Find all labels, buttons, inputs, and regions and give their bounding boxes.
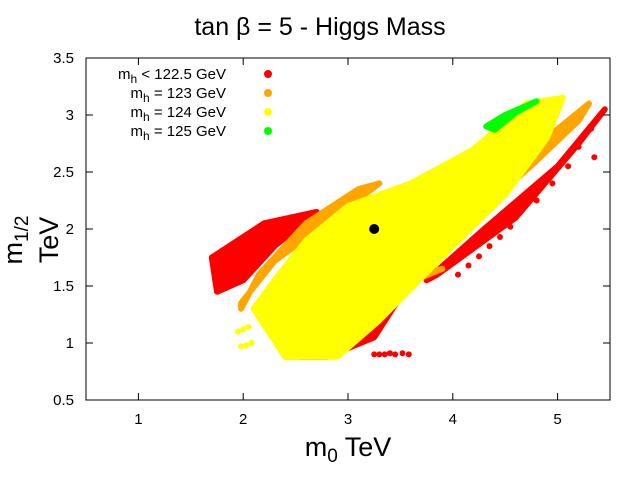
scatter-point: [381, 351, 388, 358]
x-axis-label: m0 TeV: [0, 432, 640, 468]
y-axis-label-main: m: [0, 241, 28, 265]
x-axis-label-main: m: [304, 432, 328, 462]
x-axis-label-unit: TeV: [337, 432, 392, 462]
series-layer: [208, 94, 608, 360]
legend-text: = 123 GeV: [149, 85, 226, 102]
series-3: [483, 98, 540, 133]
x-axis-label-sub: 0: [327, 446, 338, 467]
scatter-point: [376, 351, 383, 358]
scatter-point: [588, 125, 595, 132]
y-axis-label: m1/2 TeV: [0, 200, 65, 280]
axis-ticks: 1 2 3 4 5 0.5 1 1.5 2 2.5 3 3.5: [53, 50, 610, 428]
scatter-point: [405, 351, 412, 358]
scatter-point: [371, 351, 378, 358]
y-tick-label: 3.5: [53, 50, 74, 67]
scatter-point: [248, 340, 255, 346]
y-tick-label: 3: [66, 107, 74, 124]
y-tick-label: 2.5: [53, 164, 74, 181]
legend-prefix: m: [130, 123, 144, 140]
legend-marker: [264, 89, 272, 97]
scatter-point: [245, 324, 252, 330]
legend-sub: h: [143, 91, 150, 105]
y-tick-label: 1.5: [53, 278, 74, 295]
legend-entry: mh = 123 GeV: [98, 85, 278, 105]
legend-marker: [264, 127, 272, 135]
x-tick-label: 4: [449, 411, 457, 428]
legend-sub: h: [130, 72, 138, 86]
series-2: [235, 94, 566, 360]
scatter-point: [533, 197, 540, 204]
scatter-point: [549, 180, 556, 187]
scatter-point: [243, 342, 250, 349]
legend-entry: mh = 124 GeV: [98, 104, 278, 124]
scatter-point: [238, 343, 245, 350]
y-tick-label: 0.5: [53, 392, 74, 409]
scatter-point: [455, 271, 461, 278]
scatter-point: [486, 243, 493, 250]
legend-entry: mh = 125 GeV: [98, 123, 278, 143]
legend-entry: mh < 122.5 GeV: [98, 66, 278, 86]
legend: mh < 122.5 GeV mh = 123 GeV mh = 124 GeV…: [98, 66, 278, 143]
x-tick-label: 5: [553, 411, 561, 428]
scatter-point: [575, 143, 582, 150]
scatter-point: [392, 351, 399, 358]
legend-prefix: m: [130, 104, 144, 121]
y-tick-label: 1: [66, 335, 74, 352]
y-tick-label: 2: [66, 221, 74, 238]
legend-text: = 125 GeV: [149, 123, 226, 140]
legend-label: mh = 124 GeV: [131, 104, 227, 124]
legend-prefix: m: [117, 66, 131, 83]
y-axis-label-sub: 1/2: [12, 215, 33, 242]
scatter-point: [565, 163, 572, 170]
x-tick-label: 2: [239, 411, 247, 428]
series-4: [369, 224, 380, 234]
scatter-region: [238, 180, 383, 312]
legend-sub: h: [143, 110, 150, 124]
benchmark-point: [369, 224, 380, 234]
scatter-point: [465, 262, 472, 269]
scatter-point: [507, 223, 514, 230]
legend-sub: h: [143, 129, 150, 143]
scatter-point: [497, 234, 503, 240]
scatter-point: [386, 350, 393, 357]
legend-prefix: m: [130, 85, 144, 102]
legend-text: = 124 GeV: [149, 104, 226, 121]
legend-marker: [264, 70, 272, 78]
chart-title: tan β = 5 - Higgs Mass: [194, 13, 446, 41]
scatter-point: [235, 328, 241, 335]
scatter-point: [476, 253, 482, 260]
scatter-point: [399, 350, 406, 357]
legend-label: mh = 123 GeV: [131, 85, 227, 105]
legend-text: < 122.5 GeV: [137, 66, 226, 83]
y-axis-label-unit: TeV: [34, 216, 64, 264]
scatter-region: [483, 98, 540, 133]
scatter-point: [240, 326, 247, 333]
x-tick-label: 3: [344, 411, 352, 428]
legend-label: mh < 122.5 GeV: [118, 66, 226, 86]
scatter-point: [591, 154, 598, 161]
scatter-region: [250, 94, 566, 360]
legend-label: mh = 125 GeV: [131, 123, 227, 143]
scatter-region: [208, 208, 320, 295]
x-tick-label: 1: [134, 411, 142, 428]
legend-marker: [264, 108, 272, 116]
